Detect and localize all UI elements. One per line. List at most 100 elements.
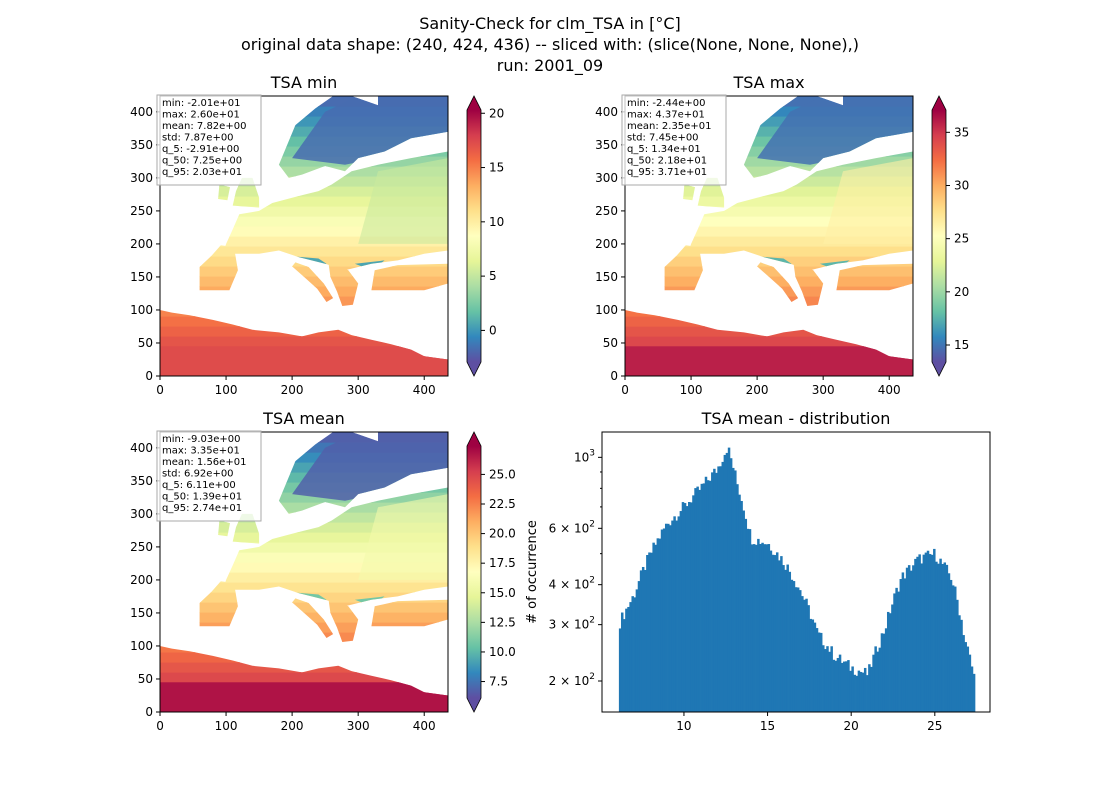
histogram-bar xyxy=(648,552,651,712)
tsa-max-colorbar: 15 20 25 30 35 xyxy=(931,95,969,377)
stats-line: std: 7.87e+00 xyxy=(162,133,234,144)
map-south-band xyxy=(625,346,913,376)
map-lat-band xyxy=(160,532,448,543)
y-tick-label: 400 xyxy=(595,105,618,119)
histogram-bar xyxy=(631,596,634,712)
stats-line: q_50: 2.18e+01 xyxy=(627,156,707,167)
y-tick-label: 250 xyxy=(595,204,618,218)
y-tick-label: 0 xyxy=(610,369,618,383)
stats-line: max: 2.60e+01 xyxy=(162,110,240,121)
map-lat-band xyxy=(160,246,448,257)
map-lat-band xyxy=(625,266,913,277)
map-mountain-region xyxy=(239,267,273,277)
map-east-region xyxy=(358,158,448,244)
histogram-bar xyxy=(899,579,903,712)
histogram-bar xyxy=(702,483,706,712)
histogram-bar xyxy=(966,646,970,712)
x-tick-label: 400 xyxy=(413,719,436,733)
histogram-bar xyxy=(769,550,773,712)
histogram-bar xyxy=(641,566,645,712)
histogram-bar xyxy=(790,579,794,712)
histogram-bar xyxy=(830,646,833,712)
tsa-min-title: TSA min xyxy=(270,73,337,92)
map-lat-band xyxy=(160,216,448,227)
histogram-bar xyxy=(905,567,909,712)
histogram-bar xyxy=(690,502,693,712)
histogram-bar xyxy=(912,565,915,712)
colorbar-tick-label: 12.5 xyxy=(489,615,516,629)
histogram-bar xyxy=(843,661,846,712)
histogram-bar xyxy=(715,472,718,712)
histogram-bar xyxy=(964,642,967,712)
histogram-bar xyxy=(711,472,714,712)
histogram-bar xyxy=(801,596,804,712)
histogram-bar xyxy=(633,597,637,712)
histogram-bar xyxy=(660,529,664,712)
histogram-title: TSA mean - distribution xyxy=(701,409,891,428)
y-tick-label: 350 xyxy=(130,474,153,488)
histogram-bar xyxy=(891,604,894,712)
histogram-bar xyxy=(868,664,871,712)
histogram-bar xyxy=(914,558,917,712)
x-tick-label: 100 xyxy=(215,719,238,733)
histogram-bar xyxy=(853,674,856,712)
tsa-mean-frame xyxy=(159,431,449,713)
histogram-bar xyxy=(725,452,729,712)
histogram-bar xyxy=(658,538,662,712)
histogram-bar xyxy=(945,564,949,712)
map-lat-band xyxy=(625,316,913,327)
histogram-bar xyxy=(838,654,842,712)
histogram-bar xyxy=(740,500,743,712)
histogram-bar xyxy=(834,660,838,712)
colorbar-gradient xyxy=(467,110,481,362)
map-east-region xyxy=(823,158,913,244)
map-lat-band xyxy=(625,226,913,237)
figure-title-line3: run: 2001_09 xyxy=(496,56,604,75)
histogram-bar xyxy=(677,516,681,712)
colorbar-tick-label: 10.0 xyxy=(489,645,516,659)
histogram-bar xyxy=(786,564,789,712)
map-lat-band xyxy=(160,316,448,327)
stats-line: q_50: 1.39e+01 xyxy=(162,492,242,503)
histogram-bar xyxy=(805,598,808,712)
x-tick-label: 300 xyxy=(812,383,835,397)
histogram-bar xyxy=(669,525,672,712)
y-tick-label: 150 xyxy=(595,270,618,284)
map-lat-band xyxy=(160,572,448,583)
x-tick-label: 0 xyxy=(156,383,164,397)
histogram-bar xyxy=(734,470,737,712)
map-lat-band xyxy=(160,602,448,613)
histogram-bars xyxy=(618,447,976,712)
x-tick-label: 10 xyxy=(676,719,691,733)
histogram-bar xyxy=(717,466,720,712)
map-lat-band xyxy=(160,562,448,573)
histogram-bar xyxy=(840,662,844,712)
tsa-min-axes: 0 100 200 300 400 0 50 100 150 200 250 300 350 400 xyxy=(130,105,436,397)
tsa-max-frame xyxy=(624,95,914,377)
histogram-ylabel: # of occurrence xyxy=(525,520,540,624)
histogram-bar xyxy=(815,628,819,712)
map-lat-band xyxy=(625,326,913,337)
colorbar-tick-label: 20.0 xyxy=(489,527,516,541)
y-tick-label: 50 xyxy=(138,336,153,350)
x-tick-label: 20 xyxy=(844,719,859,733)
histogram-bar xyxy=(866,675,869,712)
map-lat-band xyxy=(160,622,448,633)
map-lat-band xyxy=(160,632,448,643)
histogram-bar xyxy=(939,558,942,712)
histogram-bar xyxy=(761,542,764,712)
histogram-bar xyxy=(664,523,668,712)
colorbar-tick-label: 35 xyxy=(954,125,969,139)
map-lat-band xyxy=(160,672,448,683)
histogram-bar xyxy=(970,666,974,712)
stats-line: q_5: 1.34e+01 xyxy=(627,144,701,155)
map-south-band xyxy=(160,682,448,712)
map-lat-band xyxy=(160,542,448,553)
tsa-max-axes: 0 100 200 300 400 0 50 100 150 200 250 300 350 400 xyxy=(595,105,901,397)
y-tick-label: 0 xyxy=(145,705,153,719)
tsa-min-colorbar: 0 5 10 15 20 xyxy=(466,95,504,377)
histogram-bar xyxy=(924,552,928,712)
colorbar-gradient xyxy=(467,446,481,698)
histogram-bar xyxy=(685,506,689,712)
map-lat-band xyxy=(625,166,913,177)
